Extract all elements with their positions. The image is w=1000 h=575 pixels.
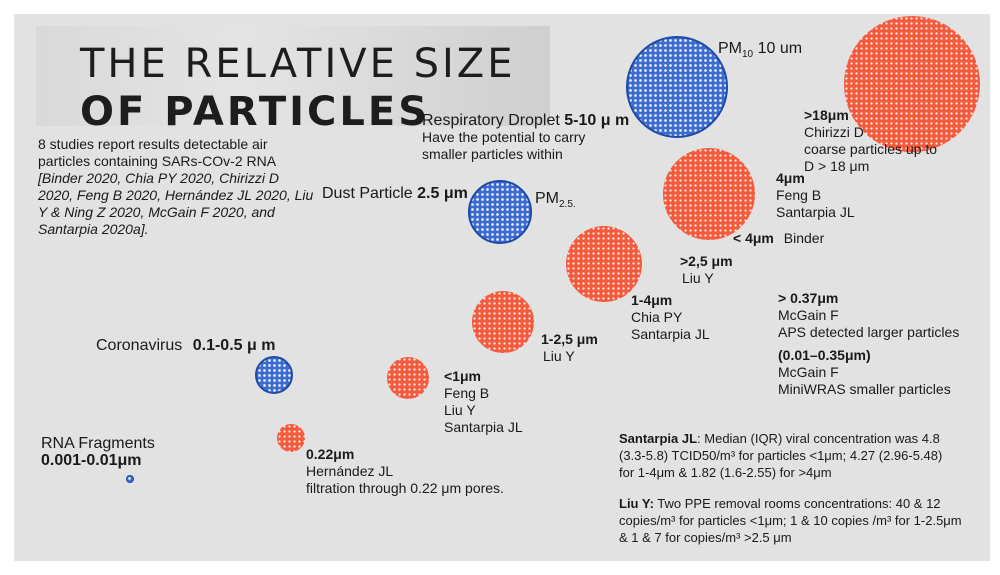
label-4: 4μm Feng B Santarpia JL	[776, 170, 855, 221]
rna-fragment-circle	[126, 475, 134, 483]
dust-particle-circle	[468, 180, 532, 244]
label-line: Santarpia JL	[631, 326, 710, 342]
title-line-1: THE RELATIVE SIZE	[80, 41, 516, 87]
pm10-tail: 10 um	[753, 40, 803, 57]
note-line: : Median (IQR) viral concentration was 4…	[697, 431, 940, 446]
label-size: 4μm	[776, 170, 805, 186]
title-line-2: OF PARTICLES	[80, 89, 431, 135]
label-line: Hernández JL	[306, 463, 394, 479]
label-line: Chia PY	[631, 309, 683, 325]
title-banner: THE RELATIVE SIZE OF PARTICLES	[36, 26, 550, 135]
label-lt1: <1μm Feng B Liu Y Santarpia JL	[444, 368, 523, 436]
pm10-sub: 10	[742, 49, 754, 61]
label-line: Feng B	[776, 187, 822, 203]
note-head: Santarpia JL	[619, 431, 698, 446]
intro-ref-line: 2020, Feng B 2020, Hernández JL 2020, Li…	[38, 187, 314, 203]
label-line: filtration through 0.22 μm pores.	[306, 480, 504, 496]
intro-line: particles containing SARs-COv-2 RNA	[38, 153, 277, 169]
label-line: Liu Y	[543, 348, 575, 364]
intro-ref-line: [Binder 2020, Chia PY 2020, Chirizzi D	[38, 170, 279, 186]
label-line: D > 18 μm	[804, 158, 870, 174]
pm10-droplet-circle	[626, 36, 728, 138]
rna-name: RNA Fragments	[41, 435, 155, 452]
label-line: Liu Y	[444, 402, 476, 418]
santarpia-note: Santarpia JL: Median (IQR) viral concent…	[619, 430, 942, 481]
mcgain-line: McGain F	[778, 307, 839, 323]
label-size: 1-2,5 μm	[541, 331, 598, 347]
dust-size: 2.5 μm	[417, 185, 468, 202]
label-gt2.5: >2,5 μm Liu Y	[680, 253, 733, 287]
pm25-sub: 2.5.	[559, 199, 576, 211]
note-head: Liu Y:	[619, 496, 654, 511]
label-line: Binder	[783, 230, 825, 246]
dust-label: Dust Particle 2.5 μm	[322, 185, 468, 202]
particle-4-circle	[663, 148, 755, 240]
label-1-4: 1-4μm Chia PY Santarpia JL	[631, 292, 710, 343]
intro-ref-line: Santarpia 2020a].	[38, 221, 149, 237]
dust-name: Dust Particle	[322, 185, 413, 202]
mcgain-miniwras-block: (0.01–0.35μm) McGain F MiniWRAS smaller …	[778, 347, 951, 398]
label-lt4: < 4μm Binder	[733, 230, 824, 247]
mcgain-line: MiniWRAS smaller particles	[778, 381, 951, 397]
droplet-desc: smaller particles within	[422, 146, 563, 162]
intro-text: 8 studies report results detectable air …	[38, 136, 313, 238]
particle-0.22-circle	[277, 424, 305, 452]
pm25-main: PM	[535, 190, 559, 207]
label-1-2.5: 1-2,5 μm Liu Y	[541, 331, 598, 365]
mcgain-line: McGain F	[778, 364, 839, 380]
particle-18-circle	[844, 16, 980, 152]
particle-1-2.5-circle	[472, 291, 534, 353]
label-size: 0.22μm	[306, 446, 355, 462]
particle-gt2.5-circle	[566, 226, 642, 302]
coronavirus-size: 0.1-0.5 μ m	[192, 337, 276, 354]
label-line: Liu Y	[682, 270, 714, 286]
label-line: Santarpia JL	[444, 419, 523, 435]
rna-label: RNA Fragments 0.001-0.01μm	[41, 435, 155, 469]
coronavirus-label: Coronavirus 0.1-0.5 μ m	[96, 337, 275, 354]
mcgain-line: APS detected larger particles	[778, 324, 960, 340]
pm10-label: PM10 10 um	[718, 40, 802, 63]
label-size: >2,5 μm	[680, 253, 733, 269]
mcgain-size: (0.01–0.35μm)	[778, 347, 871, 363]
label-line: Chirizzi D	[804, 124, 864, 140]
mcgain-size: > 0.37μm	[778, 290, 839, 306]
label-size: < 4μm	[733, 230, 774, 246]
droplet-size: 5-10 μ m	[564, 112, 630, 129]
infographic-panel: THE RELATIVE SIZE OF PARTICLES 8 studies…	[14, 14, 990, 561]
label-0.22: 0.22μm Hernández JL filtration through 0…	[306, 446, 504, 497]
particle-lt1-circle	[387, 357, 429, 399]
pm10-main: PM	[718, 40, 742, 57]
intro-line: 8 studies report results detectable air	[38, 136, 268, 152]
label-size: 1-4μm	[631, 292, 673, 308]
intro-ref-line: Y & Ning Z 2020, McGain F 2020, and	[38, 204, 275, 220]
droplet-desc: Have the potential to carry	[422, 129, 586, 145]
label-line: Santarpia JL	[776, 204, 855, 220]
note-line: Two PPE removal rooms concentrations: 40…	[653, 496, 941, 511]
note-line: (3.3-5.8) TCID50/m³ for particles <1μm; …	[619, 448, 943, 463]
note-line: copies/m³ for particles <1μm; 1 & 10 cop…	[619, 513, 962, 528]
pm25-label: PM2.5.	[535, 190, 576, 213]
droplet-name: Respiratory Droplet	[422, 112, 560, 129]
label-line: coarse particles up to	[804, 141, 938, 157]
coronavirus-circle	[255, 356, 293, 394]
rna-size: 0.001-0.01μm	[41, 452, 142, 469]
note-line: for 1-4μm & 1.82 (1.6-2.55) for >4μm	[619, 465, 832, 480]
label-18: >18μm Chirizzi D coarse particles up to …	[804, 107, 937, 175]
droplet-label: Respiratory Droplet 5-10 μ m Have the po…	[422, 112, 629, 163]
label-size: >18μm	[804, 107, 849, 123]
label-size: <1μm	[444, 368, 481, 384]
label-line: Feng B	[444, 385, 490, 401]
coronavirus-name: Coronavirus	[96, 337, 183, 354]
mcgain-aps-block: > 0.37μm McGain F APS detected larger pa…	[778, 290, 959, 341]
liu-note: Liu Y: Two PPE removal rooms concentrati…	[619, 495, 962, 546]
note-line: & 1 & 7 for copies/m³ >2.5 μm	[619, 530, 792, 545]
